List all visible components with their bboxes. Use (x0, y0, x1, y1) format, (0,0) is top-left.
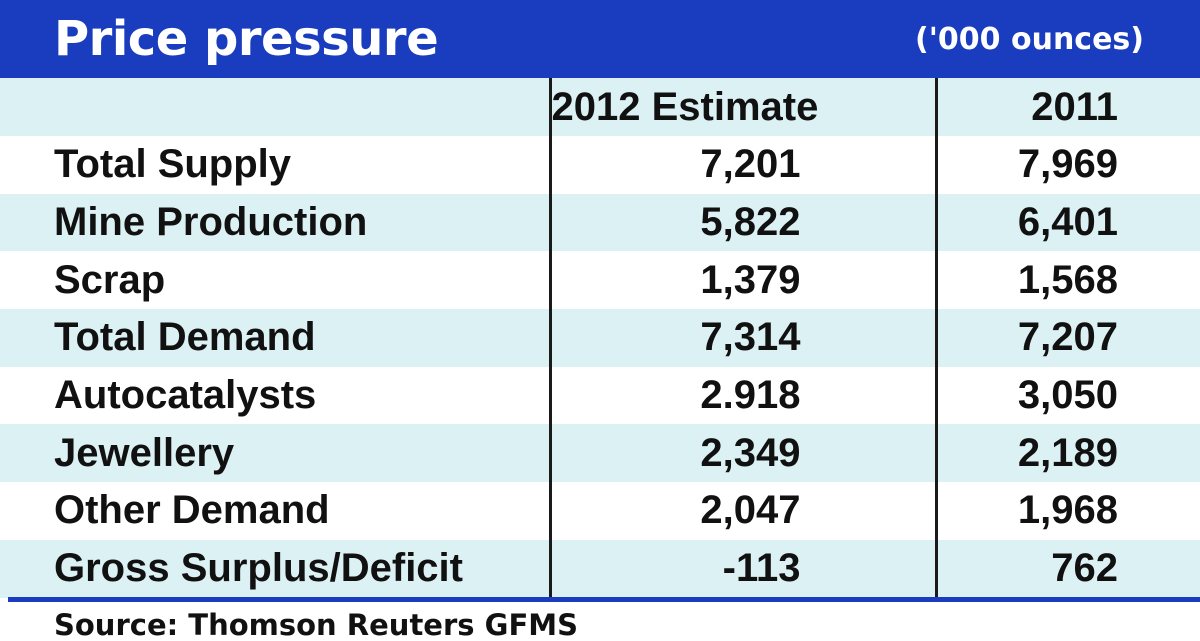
column-header-2011: 2011 (934, 78, 1200, 136)
row-label: Gross Surplus/Deficit (0, 539, 550, 598)
unit-label: ('000 ounces) (915, 21, 1144, 57)
table-body: Total Supply 7,201 7,969 Mine Production 5,8… (0, 136, 1200, 598)
table-row: Total Demand 7,314 7,207 (0, 309, 1200, 367)
row-label: Other Demand (0, 482, 550, 540)
column-header-label (0, 78, 550, 136)
bottom-rule (8, 597, 1200, 602)
row-label: Jewellery (0, 424, 550, 483)
table-header-row: 2012 Estimate 2011 (0, 78, 1200, 136)
header-bar: Price pressure ('000 ounces) (0, 0, 1200, 78)
cell-2011: 6,401 (934, 193, 1200, 252)
cell-2011: 3,050 (934, 366, 1200, 425)
row-label: Scrap (0, 251, 550, 310)
cell-2012-estimate: 7,314 (548, 309, 936, 367)
table-row: Jewellery 2,349 2,189 (0, 424, 1200, 483)
cell-2011: 2,189 (934, 424, 1200, 483)
cell-2012-estimate: 7,201 (548, 136, 936, 194)
cell-2011: 7,969 (934, 136, 1200, 194)
column-header-2012-estimate: 2012 Estimate (548, 78, 936, 136)
cell-2012-estimate: 5,822 (548, 193, 936, 252)
cell-2011: 1,568 (934, 251, 1200, 310)
cell-2011: 7,207 (934, 309, 1200, 367)
table-row: Mine Production 5,822 6,401 (0, 193, 1200, 252)
table-row: Scrap 1,379 1,568 (0, 251, 1200, 310)
cell-2012-estimate: 1,379 (548, 251, 936, 310)
cell-2012-estimate: 2.918 (548, 366, 936, 425)
row-label: Autocatalysts (0, 366, 550, 425)
row-label: Total Demand (0, 309, 550, 367)
source-note: Source: Thomson Reuters GFMS (54, 608, 578, 641)
table-row: Autocatalysts 2.918 3,050 (0, 366, 1200, 425)
row-label: Mine Production (0, 193, 550, 252)
row-label: Total Supply (0, 136, 550, 194)
cell-2012-estimate: -113 (548, 539, 936, 598)
data-table-container: 2012 Estimate 2011 Total Supply 7,201 7,96… (0, 78, 1200, 598)
cell-2012-estimate: 2,047 (548, 482, 936, 540)
table-row: Total Supply 7,201 7,969 (0, 136, 1200, 194)
cell-2012-estimate: 2,349 (548, 424, 936, 483)
cell-2011: 762 (934, 539, 1200, 598)
table-row: Gross Surplus/Deficit -113 762 (0, 539, 1200, 598)
chart-title: Price pressure (54, 11, 439, 67)
table-row: Other Demand 2,047 1,968 (0, 482, 1200, 540)
cell-2011: 1,968 (934, 482, 1200, 540)
data-table: 2012 Estimate 2011 Total Supply 7,201 7,96… (0, 78, 1200, 598)
